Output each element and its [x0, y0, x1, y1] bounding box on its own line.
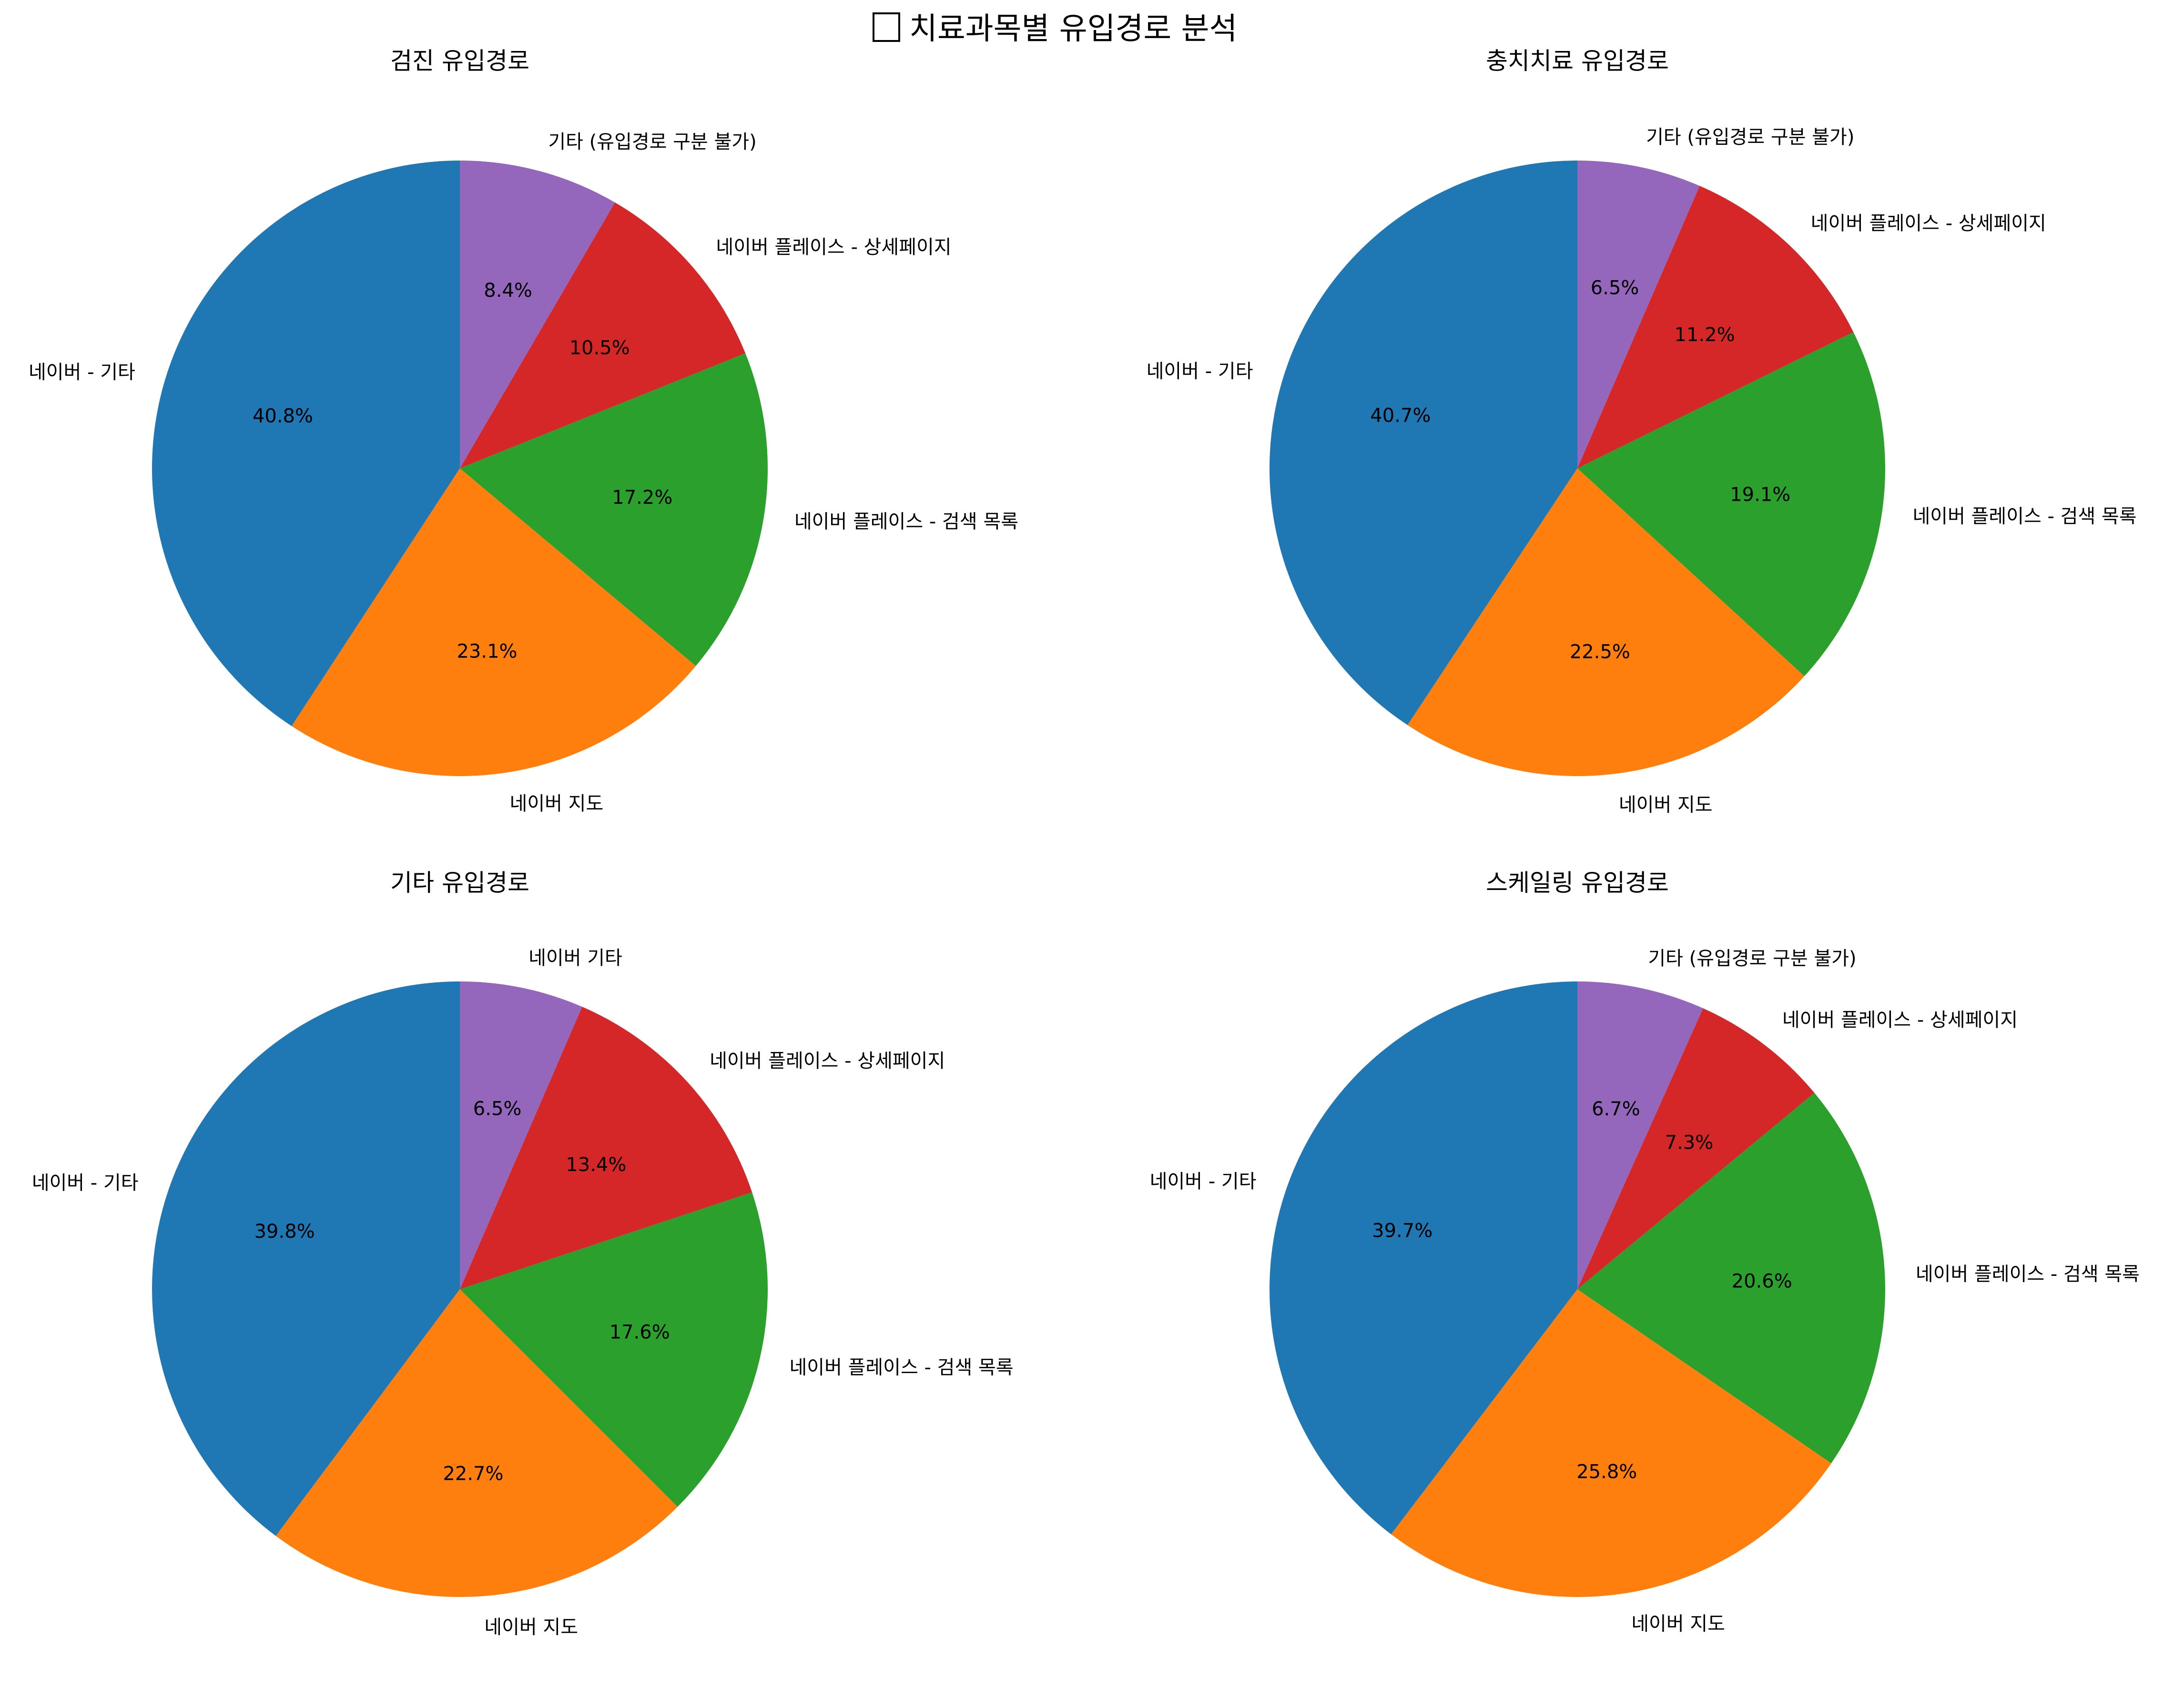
slice-category-label: 네이버 - 기타: [29, 361, 135, 383]
pie-labels: 39.8% 네이버 - 기타 22.7% 네이버 지도 17.6% 네이버 플레이스 - …: [32, 947, 1014, 1638]
slice-percent-label: 17.2%: [612, 487, 672, 509]
slice-category-label: 네이버 지도: [1619, 794, 1713, 816]
slice-percent-label: 13.4%: [566, 1154, 626, 1176]
slice-percent-label: 22.5%: [1570, 641, 1630, 663]
slice-category-label: 네이버 지도: [484, 1617, 578, 1638]
slice-category-label: 네이버 플레이스 - 상세페이지: [1811, 212, 2046, 234]
pie-labels: 40.8% 네이버 - 기타 23.1% 네이버 지도 17.2% 네이버 플레이스 - …: [29, 131, 1018, 815]
pie-slice: [460, 1192, 768, 1507]
slice-category-label: 네이버 기타: [528, 947, 622, 969]
chart-title: 검진 유입경로: [390, 47, 529, 75]
slice-category-label: 네이버 - 기타: [1150, 1171, 1257, 1193]
slice-percent-label: 19.1%: [1730, 484, 1790, 506]
slice-percent-label: 10.5%: [569, 337, 630, 359]
slice-percent-label: 39.8%: [254, 1221, 315, 1243]
slice-category-label: 기타 (유입경로 구분 불가): [1646, 126, 1854, 148]
slice-category-label: 네이버 지도: [1631, 1613, 1725, 1635]
slice-percent-label: 22.7%: [443, 1463, 503, 1485]
pie-slice: [460, 353, 768, 666]
pie-slice: [152, 981, 460, 1536]
slice-percent-label: 40.7%: [1370, 404, 1431, 426]
slice-category-label: 네이버 지도: [510, 793, 604, 815]
slice-category-label: 네이버 플레이스 - 검색 목록: [1913, 505, 2137, 527]
pie-slice: [292, 468, 696, 777]
pie-chart-checkup: 검진 유입경로 40.8% 네이버 - 기타 23.1% 네이버 지도 17.2% 네이버…: [29, 47, 1018, 815]
pie-labels: 39.7% 네이버 - 기타 25.8% 네이버 지도 20.6% 네이버 플레이스 - …: [1150, 948, 2140, 1635]
slice-category-label: 네이버 - 기타: [32, 1172, 139, 1194]
figure-title: 치료과목별 유입경로 분석: [873, 11, 1237, 47]
pie-slices: [152, 981, 768, 1597]
chart-title: 충치치료 유입경로: [1486, 47, 1669, 75]
pie-slice: [1391, 1289, 1831, 1597]
slice-percent-label: 25.8%: [1576, 1461, 1637, 1483]
slice-percent-label: 11.2%: [1675, 324, 1735, 346]
slice-category-label: 기타 (유입경로 구분 불가): [548, 131, 756, 153]
pie-slice: [1269, 161, 1577, 725]
pie-labels: 40.7% 네이버 - 기타 22.5% 네이버 지도 19.1% 네이버 플레이스 - …: [1147, 126, 2137, 816]
slice-category-label: 네이버 플레이스 - 상세페이지: [710, 1050, 945, 1072]
pie-slices: [1269, 981, 1885, 1597]
slice-percent-label: 6.7%: [1592, 1098, 1640, 1120]
chart-title: 스케일링 유입경로: [1486, 869, 1669, 897]
slice-category-label: 네이버 플레이스 - 상세페이지: [716, 236, 951, 258]
slice-category-label: 네이버 플레이스 - 검색 목록: [1916, 1263, 2140, 1285]
pie-slice: [1407, 468, 1805, 776]
pie-slice: [460, 981, 582, 1289]
pie-chart-other: 기타 유입경로 39.8% 네이버 - 기타 22.7% 네이버 지도 17.6% 네이버…: [32, 869, 1014, 1638]
slice-category-label: 네이버 플레이스 - 검색 목록: [789, 1357, 1013, 1379]
slice-percent-label: 8.4%: [484, 280, 532, 302]
slice-percent-label: 6.5%: [1591, 277, 1639, 299]
pie-slice: [460, 1007, 752, 1289]
pie-chart-scaling: 스케일링 유입경로 39.7% 네이버 - 기타 25.8% 네이버 지도 20.6% 네…: [1150, 869, 2140, 1635]
pie-slice: [1577, 161, 1700, 468]
pie-chart-cavity-treatment: 충치치료 유입경로 40.7% 네이버 - 기타 22.5% 네이버 지도 19.1% 네…: [1147, 47, 2137, 816]
pie-slice: [1577, 186, 1854, 469]
slice-percent-label: 17.6%: [609, 1321, 670, 1343]
slice-percent-label: 23.1%: [457, 640, 517, 662]
pie-slices: [1269, 161, 1885, 776]
slice-category-label: 기타 (유입경로 구분 불가): [1648, 948, 1856, 970]
pie-slice: [1577, 332, 1885, 677]
pie-slice: [1577, 1008, 1815, 1289]
slice-category-label: 네이버 플레이스 - 검색 목록: [794, 511, 1018, 533]
pie-slice: [1577, 981, 1703, 1289]
pie-slice: [275, 1289, 678, 1597]
slice-percent-label: 7.3%: [1665, 1132, 1714, 1153]
slice-percent-label: 6.5%: [473, 1098, 522, 1120]
slice-percent-label: 39.7%: [1372, 1220, 1432, 1242]
slice-category-label: 네이버 - 기타: [1147, 360, 1253, 382]
missing-glyph-box-icon: [873, 12, 900, 42]
pie-slice: [460, 161, 615, 468]
slice-percent-label: 20.6%: [1732, 1270, 1792, 1292]
slice-percent-label: 40.8%: [253, 405, 313, 427]
pie-slice: [152, 161, 460, 727]
figure-title-text: 치료과목별 유입경로 분석: [909, 11, 1237, 47]
chart-title: 기타 유입경로: [390, 869, 529, 897]
pie-slice: [1577, 1092, 1885, 1464]
slice-category-label: 네이버 플레이스 - 상세페이지: [1782, 1009, 2018, 1031]
pie-slices: [152, 161, 768, 777]
pie-slice: [460, 202, 746, 468]
pie-slice: [1269, 981, 1577, 1535]
